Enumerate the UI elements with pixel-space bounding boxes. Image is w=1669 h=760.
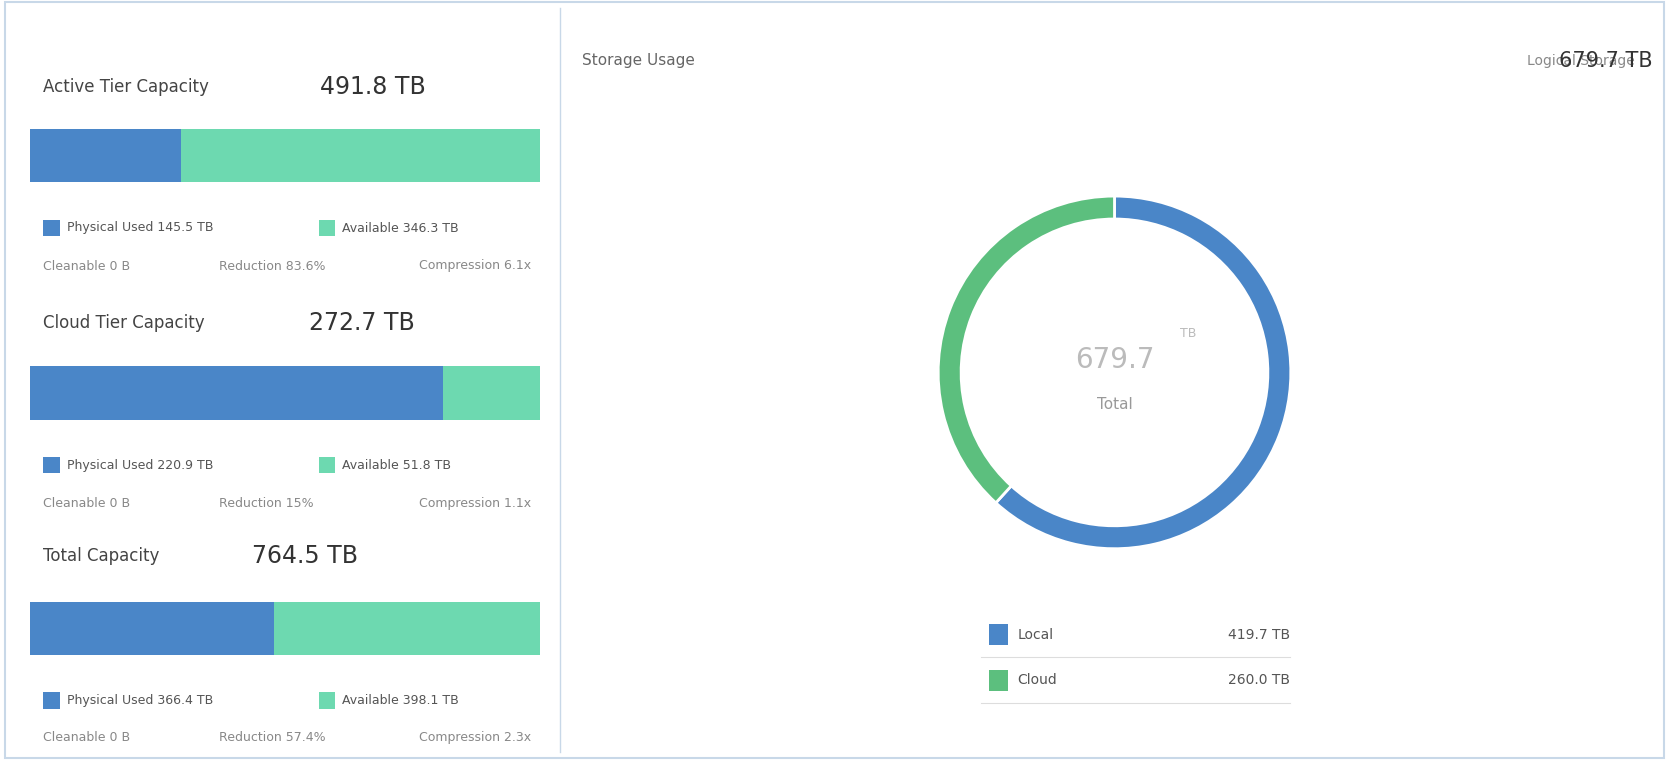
Text: Available 51.8 TB: Available 51.8 TB — [342, 458, 451, 472]
Text: Available 346.3 TB: Available 346.3 TB — [342, 221, 459, 235]
Text: 679.7 TB: 679.7 TB — [1559, 51, 1652, 71]
Text: 764.5 TB: 764.5 TB — [252, 544, 359, 568]
Text: 679.7: 679.7 — [1075, 346, 1155, 374]
Text: Storage Usage: Storage Usage — [582, 53, 694, 68]
Text: Available 398.1 TB: Available 398.1 TB — [342, 694, 459, 708]
Text: Cloud: Cloud — [1018, 673, 1058, 687]
Text: TB: TB — [1180, 327, 1197, 340]
Bar — [30, 366, 442, 420]
Text: Compression 1.1x: Compression 1.1x — [419, 496, 531, 510]
Text: Cleanable 0 B: Cleanable 0 B — [43, 730, 130, 744]
Wedge shape — [996, 196, 1290, 549]
Text: Active Tier Capacity: Active Tier Capacity — [43, 78, 209, 97]
Text: Compression 2.3x: Compression 2.3x — [419, 730, 531, 744]
Text: Cloud Tier Capacity: Cloud Tier Capacity — [43, 314, 205, 332]
Text: Local: Local — [1018, 628, 1053, 641]
Text: Cleanable 0 B: Cleanable 0 B — [43, 496, 130, 510]
Text: Total Capacity: Total Capacity — [43, 547, 160, 565]
Text: 491.8 TB: 491.8 TB — [320, 75, 426, 100]
Text: Physical Used 366.4 TB: Physical Used 366.4 TB — [67, 694, 214, 708]
Bar — [30, 129, 180, 182]
Bar — [30, 602, 274, 655]
Text: Reduction 15%: Reduction 15% — [219, 496, 314, 510]
Text: Reduction 57.4%: Reduction 57.4% — [219, 730, 325, 744]
Text: Cleanable 0 B: Cleanable 0 B — [43, 259, 130, 273]
Text: 272.7 TB: 272.7 TB — [309, 311, 416, 335]
Text: Logical Storage: Logical Storage — [1527, 54, 1644, 68]
Bar — [180, 129, 541, 182]
Text: 260.0 TB: 260.0 TB — [1228, 673, 1290, 687]
Text: Total: Total — [1097, 397, 1132, 412]
Text: Physical Used 145.5 TB: Physical Used 145.5 TB — [67, 221, 214, 235]
Text: Physical Used 220.9 TB: Physical Used 220.9 TB — [67, 458, 214, 472]
Text: Compression 6.1x: Compression 6.1x — [419, 259, 531, 273]
Text: Reduction 83.6%: Reduction 83.6% — [219, 259, 325, 273]
Wedge shape — [938, 196, 1115, 503]
Bar — [442, 366, 541, 420]
Text: 419.7 TB: 419.7 TB — [1228, 628, 1290, 641]
Bar — [274, 602, 541, 655]
